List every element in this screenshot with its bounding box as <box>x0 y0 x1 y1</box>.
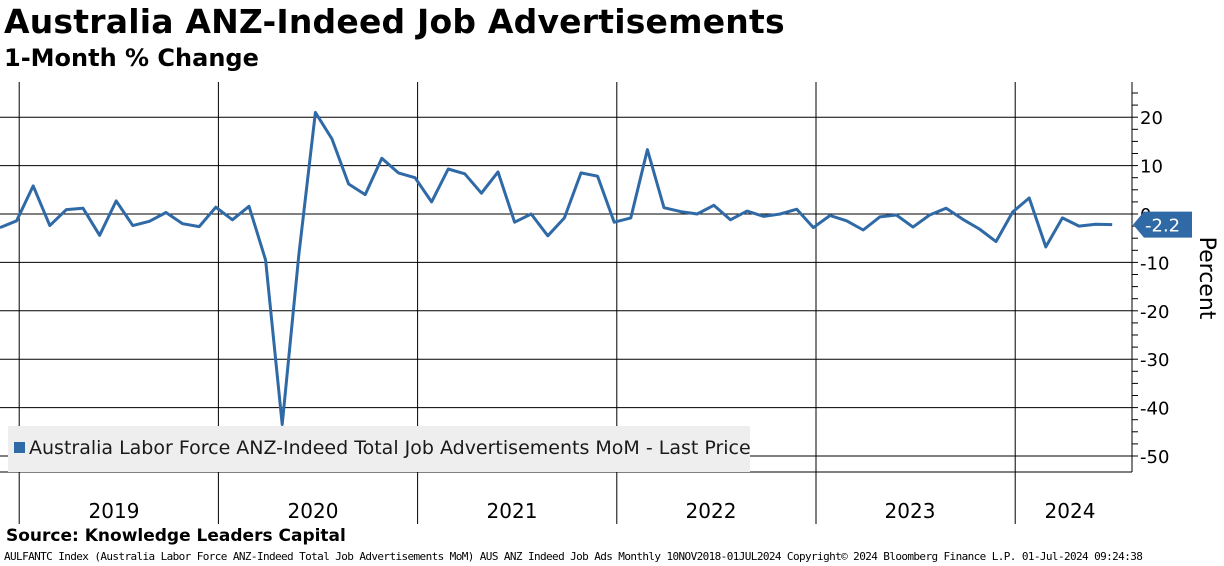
chart-subtitle: 1-Month % Change <box>4 44 259 72</box>
source-note: Source: Knowledge Leaders Capital <box>6 526 346 546</box>
y-axis-ticks: 20100-10-20-30-40-50 <box>1140 108 1169 468</box>
y-tick-label: -20 <box>1140 302 1169 323</box>
bloomberg-footer: AULFANTC Index (Australia Labor Force AN… <box>4 550 1143 563</box>
legend-swatch <box>14 442 25 453</box>
year-labels: 2019 2020 2021 2022 2023 2024 <box>89 499 1096 523</box>
year-label: 2022 <box>686 499 737 523</box>
legend: Australia Labor Force ANZ-Indeed Total J… <box>8 426 751 472</box>
y-tick-label: -30 <box>1140 350 1169 371</box>
y-tick-label: -50 <box>1140 447 1169 468</box>
year-label: 2024 <box>1045 499 1096 523</box>
y-tick-label: -40 <box>1140 399 1169 420</box>
y-axis-label: Percent <box>1194 237 1219 320</box>
y-tick-label: 10 <box>1140 157 1163 178</box>
y-tick-label: -10 <box>1140 253 1169 274</box>
series-layer <box>0 110 1113 426</box>
last-value-text: -2.2 <box>1145 216 1180 237</box>
last-value-flag <box>1133 211 1192 238</box>
year-label: 2021 <box>487 499 538 523</box>
chart-title: Australia ANZ-Indeed Job Advertisements <box>4 2 785 41</box>
year-label: 2019 <box>89 499 140 523</box>
legend-label: Australia Labor Force ANZ-Indeed Total J… <box>29 437 751 459</box>
series-line <box>0 110 1113 426</box>
y-tick-label: 20 <box>1140 108 1163 129</box>
last-value-marker: -2.2 <box>1133 211 1192 238</box>
year-label: 2020 <box>288 499 339 523</box>
year-label: 2023 <box>885 499 936 523</box>
